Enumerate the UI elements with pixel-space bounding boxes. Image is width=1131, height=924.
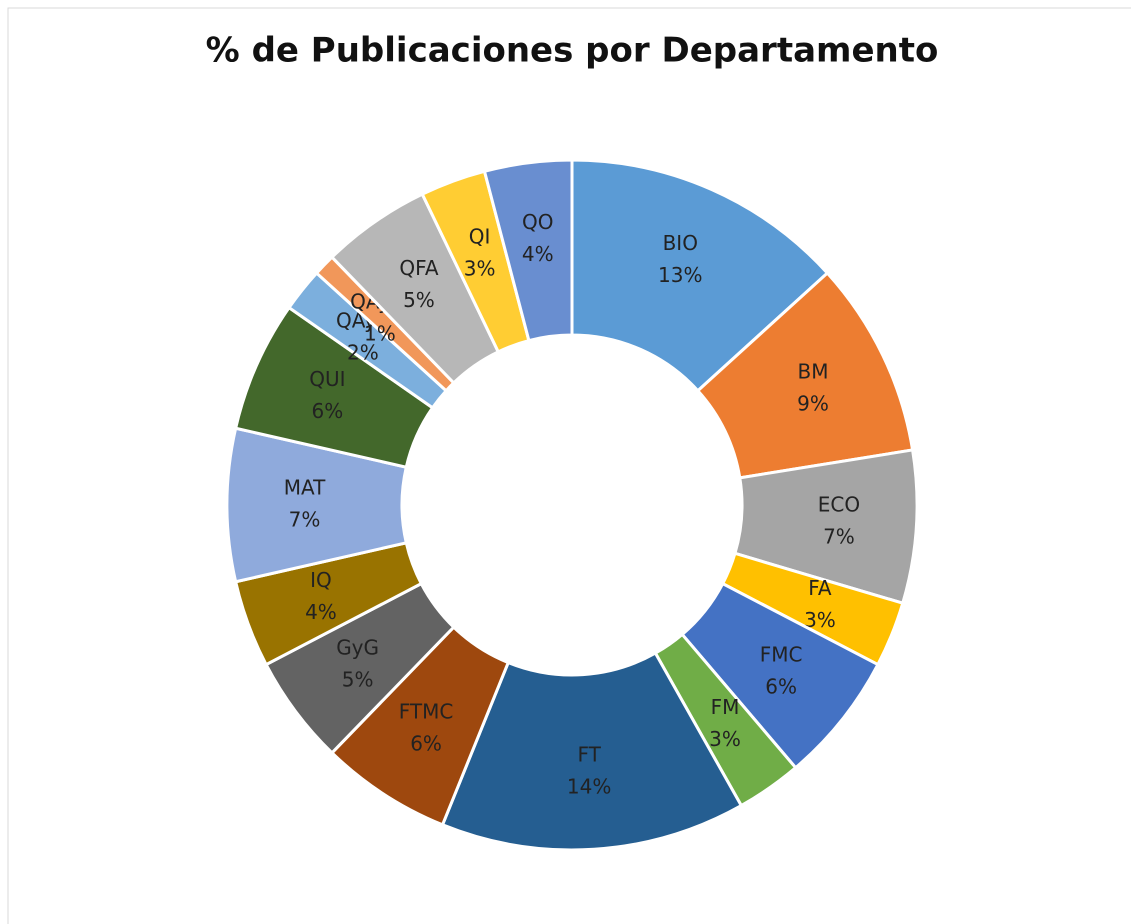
slice-value-label: 1% (364, 321, 396, 345)
slice-value-label: 5% (403, 288, 435, 312)
slice-label: QFA (399, 256, 438, 280)
slice-value-label: 7% (289, 508, 321, 532)
slice-value-label: 4% (305, 600, 337, 624)
slice-value-label: 3% (709, 727, 741, 751)
slice-label: ECO (818, 493, 860, 517)
slice-label: QI (469, 224, 491, 248)
slice-label: FTMC (399, 700, 454, 724)
donut-slice (482, 158, 574, 343)
slice-label: MAT (284, 476, 326, 500)
slice-label: GyG (336, 635, 379, 659)
slice-value-label: 6% (410, 732, 442, 756)
slice-label: FM (711, 695, 740, 719)
slice-value-label: 5% (342, 667, 374, 691)
slice-value-label: 4% (522, 242, 554, 266)
slice-value-label: 6% (312, 399, 344, 423)
chart-title: % de Publicaciones por Departamento (206, 31, 939, 71)
slice-label: QUI (309, 367, 345, 391)
slice-label: QO (522, 210, 553, 234)
slice-value-label: 7% (823, 525, 855, 549)
slice-value-label: 13% (658, 263, 702, 287)
slice-value-label: 3% (464, 256, 496, 280)
donut-slice (570, 158, 830, 393)
donut-slice (440, 651, 744, 852)
slice-label: FT (577, 742, 601, 766)
slice-value-label: 9% (797, 391, 829, 415)
slice-value-label: 6% (765, 674, 797, 698)
chart-frame (7, 7, 1131, 924)
slice-label: IQ (310, 568, 332, 592)
slice-label: FA (808, 576, 832, 600)
slice-label: BM (798, 359, 829, 383)
slice-label: BIO (663, 231, 698, 255)
slice-value-label: 2% (347, 341, 379, 365)
slice-value-label: 14% (567, 774, 611, 798)
slice-label: FMC (760, 642, 803, 666)
